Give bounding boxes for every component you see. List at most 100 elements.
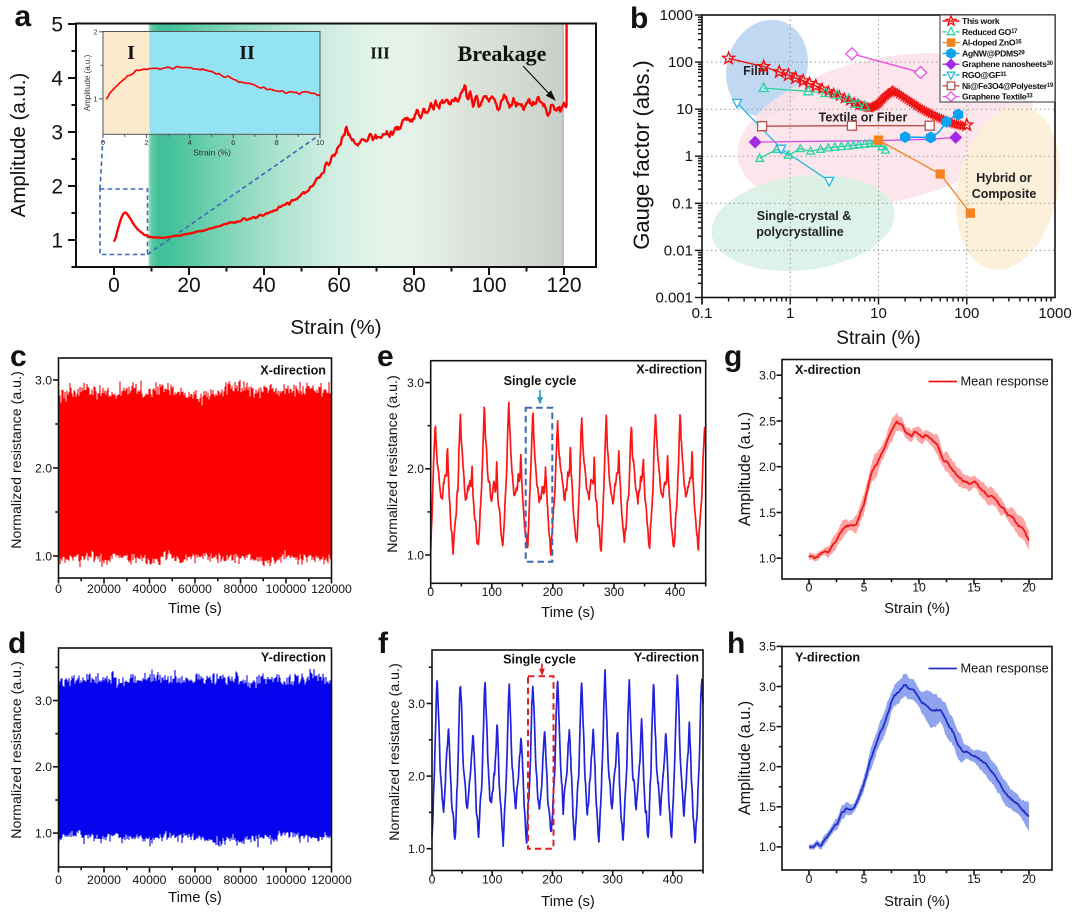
svg-text:100000: 100000: [266, 582, 307, 596]
svg-text:0.01: 0.01: [664, 242, 693, 259]
svg-text:Y-direction: Y-direction: [795, 651, 860, 665]
svg-text:8: 8: [275, 138, 279, 147]
svg-text:Amplitude (a.u.): Amplitude (a.u.): [736, 701, 754, 815]
svg-text:Normalized resistance (a.u.): Normalized resistance (a.u.): [387, 663, 403, 840]
svg-text:5: 5: [861, 872, 868, 886]
svg-text:Textile or Fiber: Textile or Fiber: [819, 111, 908, 125]
svg-text:Y-direction: Y-direction: [261, 651, 326, 665]
svg-text:1000: 1000: [1038, 305, 1071, 322]
svg-text:3.5: 3.5: [759, 640, 776, 654]
svg-text:1.0: 1.0: [759, 840, 776, 854]
svg-text:100: 100: [668, 54, 693, 71]
svg-text:0: 0: [55, 582, 62, 596]
svg-text:This work: This work: [962, 16, 1000, 26]
svg-text:h: h: [727, 627, 745, 660]
svg-text:Ni@Fe3O4@Polyester19: Ni@Fe3O4@Polyester19: [962, 81, 1054, 91]
svg-text:Mean response: Mean response: [961, 374, 1049, 389]
svg-text:0: 0: [427, 585, 434, 599]
svg-text:Composite: Composite: [972, 187, 1037, 201]
svg-text:6: 6: [231, 138, 235, 147]
svg-text:III: III: [370, 44, 389, 63]
svg-text:Time (s): Time (s): [168, 890, 222, 906]
svg-text:II: II: [239, 42, 255, 64]
svg-text:100: 100: [954, 305, 979, 322]
svg-text:f: f: [378, 627, 389, 660]
svg-text:80000: 80000: [224, 582, 258, 596]
svg-text:c: c: [10, 340, 27, 373]
svg-text:2.0: 2.0: [35, 461, 52, 475]
svg-text:15: 15: [967, 581, 981, 595]
svg-text:2: 2: [93, 28, 97, 37]
svg-text:4: 4: [188, 138, 192, 147]
svg-text:20000: 20000: [87, 873, 121, 887]
svg-text:3: 3: [51, 122, 63, 145]
svg-text:3.0: 3.0: [759, 369, 776, 383]
svg-text:X-direction: X-direction: [795, 363, 861, 377]
svg-text:100: 100: [482, 585, 503, 599]
svg-text:Time (s): Time (s): [541, 894, 595, 910]
svg-text:20000: 20000: [87, 582, 121, 596]
svg-text:0: 0: [101, 138, 105, 147]
svg-text:Strain (%): Strain (%): [884, 601, 950, 617]
svg-text:g: g: [724, 340, 742, 373]
svg-text:Amplitude (a.u.): Amplitude (a.u.): [736, 412, 754, 526]
svg-text:Mean response: Mean response: [961, 661, 1049, 676]
svg-text:Film: Film: [743, 64, 769, 78]
svg-text:Normalized resistance (a.u.): Normalized resistance (a.u.): [9, 371, 25, 548]
svg-text:5: 5: [861, 581, 868, 595]
svg-text:300: 300: [603, 873, 624, 887]
svg-text:2.0: 2.0: [35, 760, 52, 774]
svg-text:Gauge factor (abs.): Gauge factor (abs.): [629, 60, 654, 250]
svg-text:Single cycle: Single cycle: [503, 653, 576, 667]
svg-text:3.0: 3.0: [407, 376, 424, 390]
svg-text:5: 5: [51, 14, 63, 37]
svg-text:0.1: 0.1: [672, 195, 693, 212]
svg-text:10: 10: [912, 872, 926, 886]
svg-text:1.0: 1.0: [35, 826, 52, 840]
svg-text:d: d: [8, 627, 26, 660]
svg-text:0: 0: [429, 873, 436, 887]
svg-text:3.0: 3.0: [35, 373, 52, 387]
svg-text:1: 1: [786, 305, 794, 322]
svg-text:1.5: 1.5: [759, 800, 776, 814]
svg-text:1: 1: [93, 95, 97, 104]
svg-text:0: 0: [108, 274, 120, 297]
svg-text:60: 60: [327, 274, 350, 297]
svg-text:b: b: [630, 2, 648, 35]
svg-text:Graphene nanosheets30: Graphene nanosheets30: [962, 59, 1054, 69]
svg-text:Time (s): Time (s): [541, 605, 595, 621]
svg-text:Strain (%): Strain (%): [884, 894, 950, 910]
svg-text:2.0: 2.0: [407, 462, 424, 476]
svg-text:10: 10: [316, 138, 324, 147]
svg-text:10: 10: [912, 581, 926, 595]
svg-text:0: 0: [806, 581, 813, 595]
svg-text:1.0: 1.0: [407, 548, 424, 562]
svg-text:polycrystalline: polycrystalline: [756, 225, 844, 239]
svg-text:Hybrid or: Hybrid or: [976, 171, 1032, 185]
svg-text:80: 80: [402, 274, 425, 297]
svg-text:0.1: 0.1: [692, 305, 713, 322]
svg-text:Reduced GO17: Reduced GO17: [962, 27, 1018, 37]
svg-text:0: 0: [55, 873, 62, 887]
svg-text:20: 20: [177, 274, 200, 297]
svg-text:40000: 40000: [133, 582, 167, 596]
svg-text:Al-doped ZnO16: Al-doped ZnO16: [962, 38, 1022, 48]
svg-text:1.0: 1.0: [759, 552, 776, 566]
svg-text:X-direction: X-direction: [260, 364, 326, 378]
svg-text:Amplitude (a.u.): Amplitude (a.u.): [83, 54, 92, 111]
svg-text:1000: 1000: [660, 7, 693, 24]
svg-text:300: 300: [604, 585, 625, 599]
svg-text:15: 15: [967, 872, 981, 886]
svg-text:60000: 60000: [178, 873, 212, 887]
svg-text:3.0: 3.0: [408, 697, 425, 711]
svg-text:2: 2: [51, 176, 63, 199]
svg-text:100000: 100000: [266, 873, 307, 887]
svg-text:40: 40: [252, 274, 275, 297]
svg-text:80000: 80000: [224, 873, 258, 887]
svg-text:3.0: 3.0: [35, 694, 52, 708]
svg-text:Breakage: Breakage: [458, 41, 547, 66]
svg-text:20: 20: [1022, 872, 1036, 886]
svg-text:1.0: 1.0: [35, 549, 52, 563]
svg-text:200: 200: [543, 585, 564, 599]
svg-text:1: 1: [685, 148, 693, 165]
